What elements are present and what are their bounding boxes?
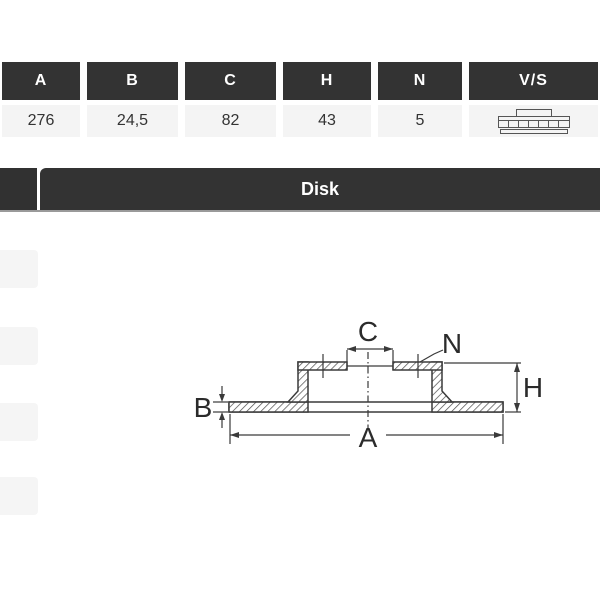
disc-shape xyxy=(228,361,504,413)
spec-value-vs xyxy=(469,105,598,137)
spec-table: A 276 B 24,5 C 82 H 43 N 5 V/S xyxy=(2,62,598,137)
spec-value-n: 5 xyxy=(378,105,462,137)
dimension-arrows xyxy=(219,346,520,438)
spec-col-n: N 5 xyxy=(378,62,462,137)
spec-col-vs: V/S xyxy=(469,62,598,137)
spec-value-h: 43 xyxy=(283,105,371,137)
section-bar-gap xyxy=(37,168,40,210)
dim-label-n: N xyxy=(442,328,462,359)
list-item-placeholder xyxy=(0,327,38,365)
spec-header-n: N xyxy=(378,62,462,100)
dim-label-b: B xyxy=(194,392,213,423)
spec-value-c: 82 xyxy=(185,105,276,137)
section-title: Disk xyxy=(300,178,340,199)
section-header-disk: Disk xyxy=(40,168,600,210)
list-item-placeholder xyxy=(0,477,38,515)
spec-header-c: C xyxy=(185,62,276,100)
spec-col-h: H 43 xyxy=(283,62,371,137)
spec-col-a: A 276 xyxy=(2,62,80,137)
spec-value-b: 24,5 xyxy=(87,105,178,137)
dim-label-c: C xyxy=(358,316,378,347)
spec-col-c: C 82 xyxy=(185,62,276,137)
dim-label-h: H xyxy=(523,372,543,403)
spec-header-b: B xyxy=(87,62,178,100)
list-item-placeholder xyxy=(0,250,38,288)
spec-col-b: B 24,5 xyxy=(87,62,178,137)
section-bar: Disk xyxy=(0,168,600,210)
list-item-placeholder xyxy=(0,403,38,441)
dim-label-a: A xyxy=(359,422,378,453)
spec-header-a: A xyxy=(2,62,80,100)
section-divider xyxy=(0,210,600,212)
spec-header-h: H xyxy=(283,62,371,100)
section-bar-left-block xyxy=(0,168,37,210)
spec-header-vs: V/S xyxy=(469,62,598,100)
vented-disc-icon xyxy=(497,109,570,134)
spec-value-a: 276 xyxy=(2,105,80,137)
